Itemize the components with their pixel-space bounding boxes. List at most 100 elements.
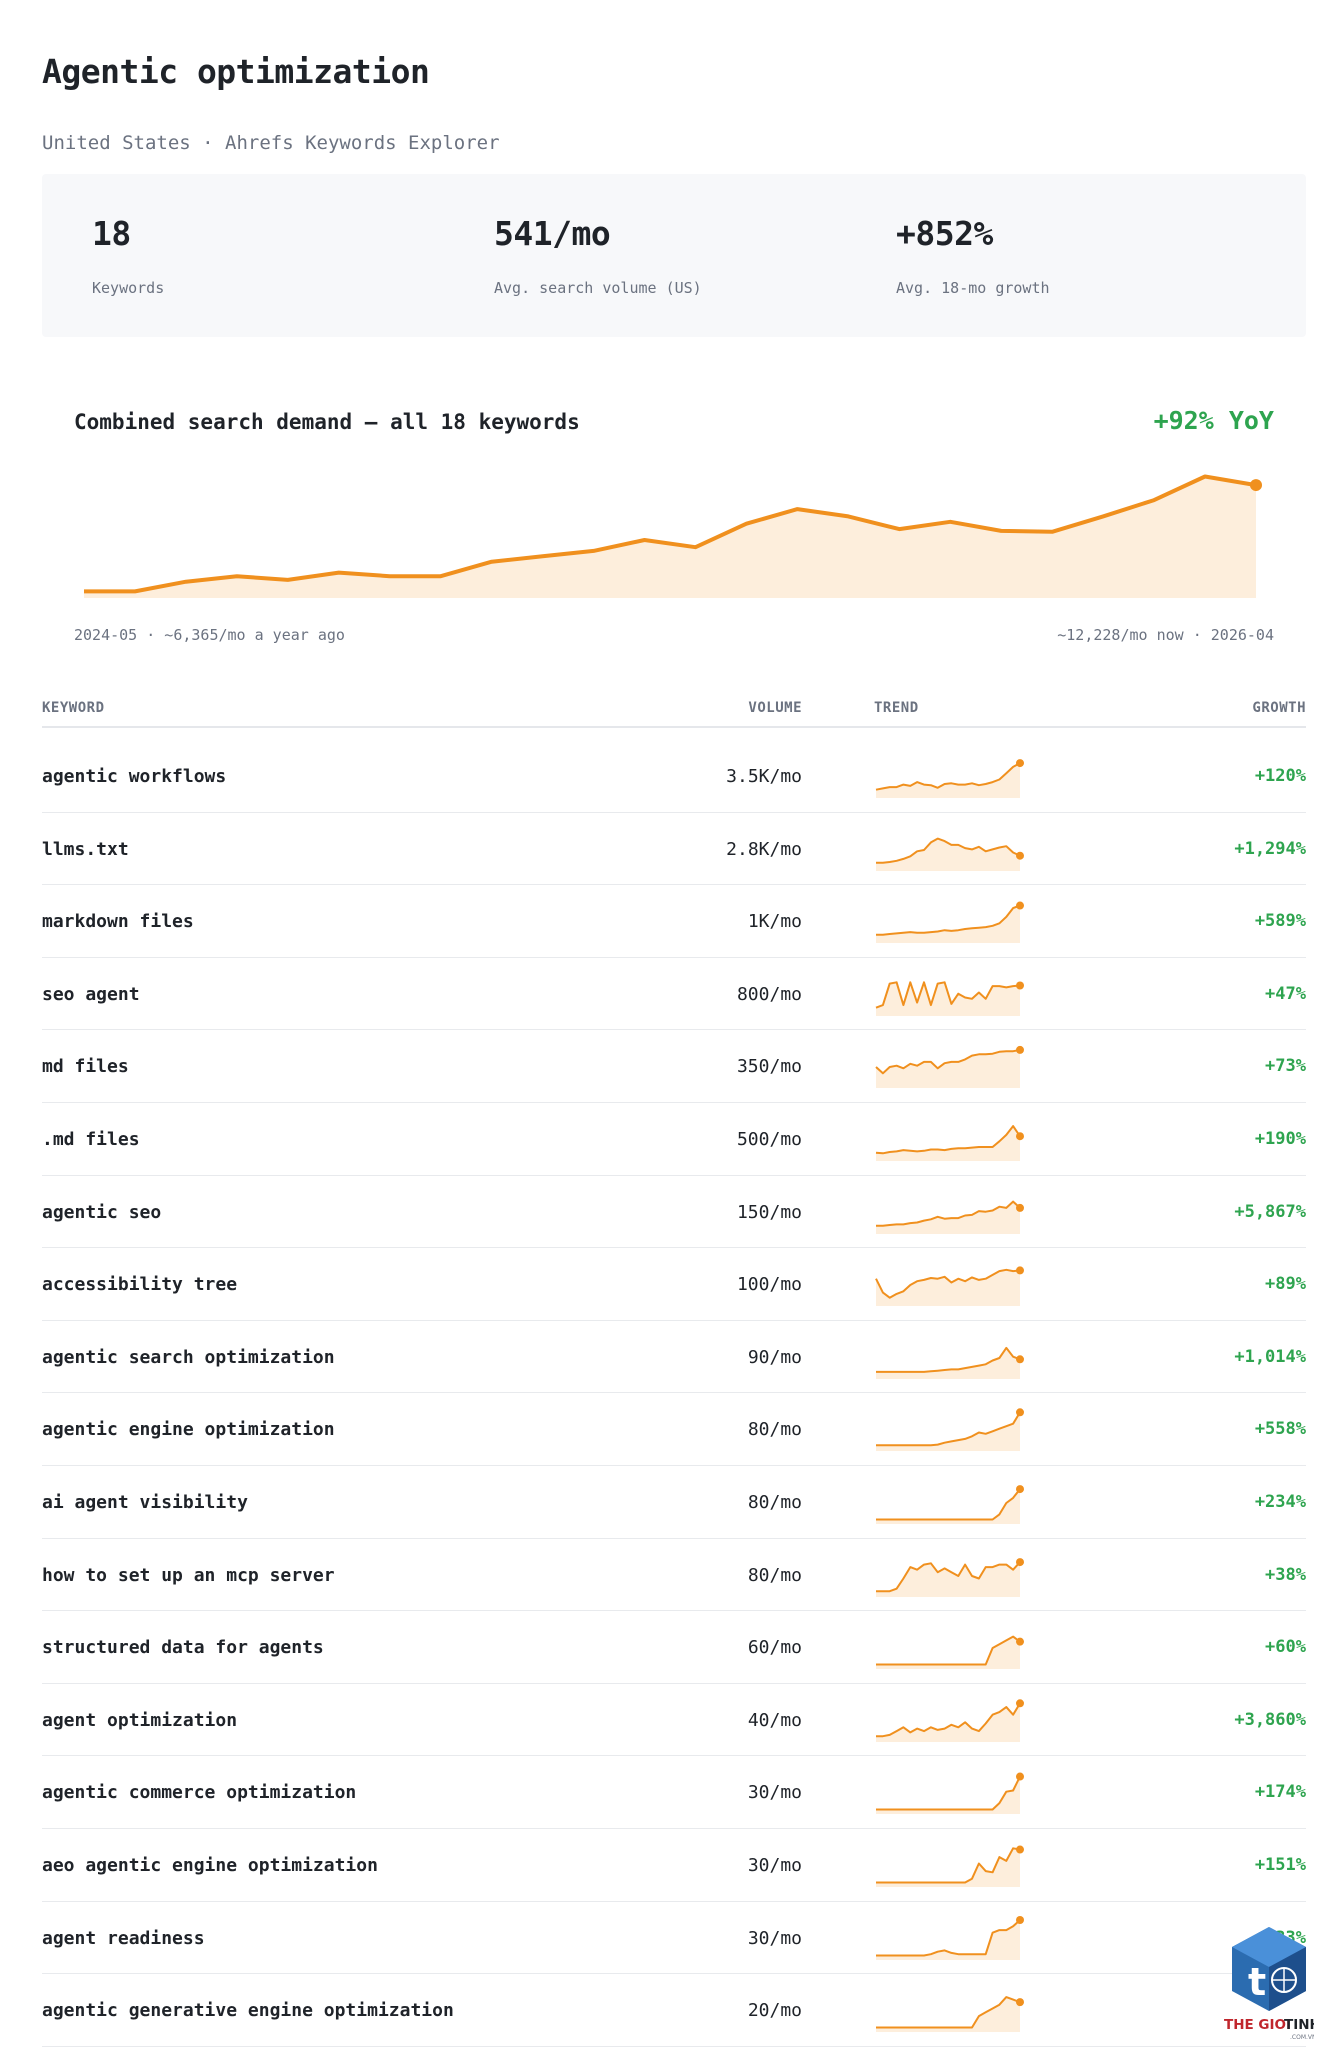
keyword-cell[interactable]: agentic workflows xyxy=(42,766,227,787)
stat-keywords: 18 Keywords xyxy=(92,214,164,297)
table-row[interactable]: md files 350/mo +73% xyxy=(42,1030,1306,1103)
column-header-volume[interactable]: VOLUME xyxy=(748,700,802,716)
volume-cell: 2.8K/mo xyxy=(726,838,802,860)
trend-area xyxy=(876,1201,1020,1234)
table-row[interactable]: agentic search optimization 90/mo +1,014% xyxy=(42,1321,1306,1394)
keyword-cell[interactable]: agent optimization xyxy=(42,1709,238,1731)
trend-end-point xyxy=(1016,1698,1024,1707)
growth-cell: +47% xyxy=(1265,983,1306,1004)
growth-cell: +38% xyxy=(1265,1564,1306,1585)
trend-area xyxy=(876,1848,1020,1887)
growth-cell: +73% xyxy=(1265,1056,1306,1077)
table-row[interactable]: agentic seo 150/mo +5,867% xyxy=(42,1176,1306,1249)
chart-start-label: 2024-05 · ~6,365/mo a year ago xyxy=(74,626,345,644)
table-row[interactable]: structured data for agents 60/mo +60% xyxy=(42,1611,1306,1684)
trend-end-point xyxy=(1016,1132,1024,1141)
growth-cell: +589% xyxy=(1254,911,1306,932)
keyword-cell[interactable]: aeo agentic engine optimization xyxy=(42,1854,378,1876)
chart-end-label: ~12,228/mo now · 2026-04 xyxy=(1057,626,1274,644)
growth-cell: +60% xyxy=(1265,1637,1306,1658)
column-header-growth[interactable]: GROWTH xyxy=(1252,700,1306,716)
volume-cell: 40/mo xyxy=(747,1709,802,1731)
keyword-cell[interactable]: ai agent visibility xyxy=(42,1491,248,1513)
trend-line xyxy=(876,1346,1021,1373)
table-row[interactable]: agentic commerce optimization 30/mo +174% xyxy=(42,1756,1306,1829)
stat-value: 541/mo xyxy=(494,214,611,253)
trend-sparkline xyxy=(876,1772,1024,1815)
trend-line xyxy=(876,1488,1021,1521)
table-row[interactable]: how to set up an mcp server 80/mo +38% xyxy=(42,1539,1306,1612)
keyword-cell[interactable]: agentic generative engine optimization xyxy=(42,2000,454,2022)
growth-cell: +1,294% xyxy=(1234,838,1306,859)
keyword-cell[interactable]: .md files xyxy=(42,1128,140,1150)
trend-line xyxy=(875,1268,1021,1299)
keyword-cell[interactable]: structured data for agents xyxy=(42,1637,324,1659)
volume-cell: 3.5K/mo xyxy=(726,766,802,787)
column-header-trend: TREND xyxy=(874,700,919,716)
column-header-keyword[interactable]: KEYWORD xyxy=(42,700,105,716)
trend-sparkline xyxy=(876,1346,1024,1379)
table-row[interactable]: ai agent visibility 80/mo +234% xyxy=(42,1466,1306,1539)
trend-sparkline xyxy=(876,1557,1024,1597)
stat-avg-growth: +852% Avg. 18-mo growth xyxy=(896,214,1050,297)
volume-cell: 20/mo xyxy=(747,2000,802,2022)
trend-line xyxy=(876,1560,1021,1592)
growth-cell: +234% xyxy=(1254,1491,1306,1512)
trend-area xyxy=(876,1412,1020,1452)
trend-line xyxy=(876,1996,1021,2029)
growth-cell: +174% xyxy=(1254,1782,1306,1803)
trend-end-point xyxy=(1016,901,1024,910)
keyword-cell[interactable]: agentic commerce optimization xyxy=(42,1782,357,1804)
keyword-cell[interactable]: md files xyxy=(42,1056,129,1078)
table-row[interactable]: markdown files 1K/mo +589% xyxy=(42,885,1306,958)
trend-area xyxy=(876,1269,1020,1307)
table-row[interactable]: llms.txt 2.8K/mo +1,294% xyxy=(42,813,1306,886)
keyword-cell[interactable]: agentic engine optimization xyxy=(42,1419,335,1441)
page-title: Agentic optimization xyxy=(42,52,430,91)
table-row[interactable]: agent optimization 40/mo +3,860% xyxy=(42,1684,1306,1757)
table-row[interactable]: .md files 500/mo +190% xyxy=(42,1103,1306,1176)
trend-line xyxy=(876,1702,1021,1737)
trend-area xyxy=(876,1997,1020,2033)
table-row[interactable]: agentic engine optimization 80/mo +558% xyxy=(42,1393,1306,1466)
growth-cell: +3,860% xyxy=(1234,1709,1306,1730)
keyword-cell[interactable]: agentic seo xyxy=(42,1201,162,1223)
trend-end-point xyxy=(1016,1485,1024,1494)
trend-end-point xyxy=(1016,981,1024,990)
combined-demand-chart xyxy=(84,474,1262,598)
trend-sparkline xyxy=(876,1845,1024,1887)
volume-cell: 350/mo xyxy=(736,1056,802,1078)
table-row[interactable]: agentic generative engine optimization 20… xyxy=(42,1974,1306,2047)
volume-cell: 90/mo xyxy=(747,1346,802,1368)
stat-label: Avg. search volume (US) xyxy=(494,279,702,297)
table-header: KEYWORD VOLUME TREND GROWTH xyxy=(42,700,1306,728)
table-row[interactable]: aeo agentic engine optimization 30/mo +151… xyxy=(42,1829,1306,1902)
table-row[interactable]: agentic workflows 3.5K/mo +120% xyxy=(42,740,1306,813)
keyword-cell[interactable]: accessibility tree xyxy=(42,1274,238,1296)
keyword-cell[interactable]: markdown files xyxy=(42,911,194,933)
keyword-cell[interactable]: how to set up an mcp server xyxy=(42,1564,335,1586)
trend-area xyxy=(876,1703,1020,1742)
trend-end-point xyxy=(1016,1203,1024,1212)
table-row[interactable]: accessibility tree 100/mo +89% xyxy=(42,1248,1306,1321)
volume-cell: 30/mo xyxy=(747,1782,802,1804)
stat-value: +852% xyxy=(896,214,993,253)
growth-cell: +558% xyxy=(1254,1419,1306,1440)
keyword-cell[interactable]: seo agent xyxy=(42,983,140,1005)
table-row[interactable]: seo agent 800/mo +47% xyxy=(42,958,1306,1031)
stat-avg-volume: 541/mo Avg. search volume (US) xyxy=(494,214,702,297)
trend-end-point xyxy=(1016,1772,1024,1781)
trend-line xyxy=(876,1847,1021,1884)
trend-line xyxy=(876,1918,1021,1956)
keyword-cell[interactable]: agentic search optimization xyxy=(42,1346,335,1368)
trend-sparkline xyxy=(875,1046,1024,1089)
keyword-cell[interactable]: agent readiness xyxy=(42,1927,205,1949)
trend-area xyxy=(876,1919,1020,1960)
trend-sparkline xyxy=(876,1485,1024,1524)
keyword-cell[interactable]: llms.txt xyxy=(42,838,129,860)
trend-sparkline xyxy=(876,837,1024,871)
trend-area xyxy=(876,905,1020,944)
stats-panel: 18 Keywords 541/mo Avg. search volume (U… xyxy=(42,174,1306,337)
growth-cell: +120% xyxy=(1254,766,1306,786)
